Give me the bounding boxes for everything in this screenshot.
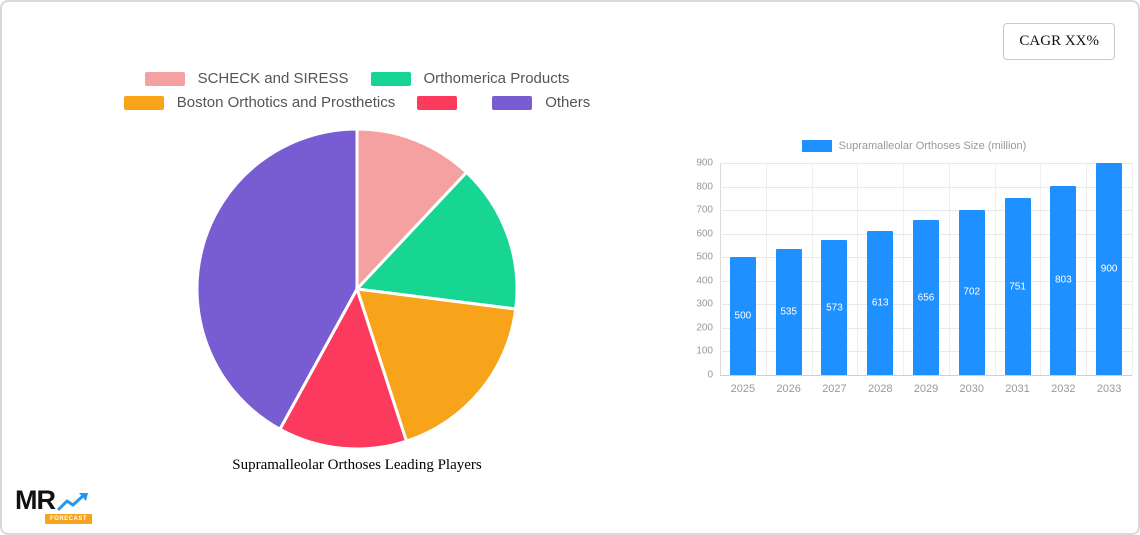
- x-axis-tick: 2025: [730, 383, 756, 395]
- pie-chart: [195, 127, 519, 451]
- legend-item-scheck-and-siress[interactable]: SCHECK and SIRESS: [144, 70, 349, 87]
- y-axis-tick: 100: [696, 345, 713, 357]
- gridline: [720, 186, 1132, 188]
- bar-value-label: 613: [871, 297, 889, 309]
- y-axis-tick: 0: [707, 369, 713, 381]
- pie-chart-title: Supramalleolar Orthoses Leading Players: [232, 457, 482, 473]
- bar-legend-swatch: [801, 140, 832, 152]
- x-axis-tick: 2026: [776, 383, 801, 395]
- bar-2029[interactable]: 656: [913, 220, 939, 375]
- pie-slice-unnamed[interactable]: [278, 287, 408, 451]
- x-axis-tick: 2027: [822, 383, 847, 395]
- vertical-gridline: [903, 163, 905, 375]
- pie-legend: SCHECK and SIRESS Orthomerica Products Bos…: [87, 70, 627, 111]
- y-axis-tick: 300: [696, 298, 713, 310]
- vertical-gridline: [994, 163, 996, 375]
- vertical-gridline: [948, 163, 950, 375]
- cagr-label: CAGR XX%: [1019, 33, 1099, 49]
- bar-2028[interactable]: 613: [867, 230, 894, 375]
- gridline: [720, 375, 1132, 376]
- gridline: [720, 163, 1132, 164]
- vertical-gridline: [1132, 163, 1133, 375]
- bar-2031[interactable]: 751: [1004, 198, 1031, 375]
- vertical-gridline: [720, 163, 721, 375]
- legend-swatch: [123, 95, 164, 110]
- logo-text: MR: [15, 485, 56, 515]
- gridline: [720, 210, 1132, 212]
- bar-value-label: 803: [1054, 274, 1072, 286]
- legend-label: Orthomerica Products: [423, 70, 570, 87]
- bar-value-label: 900: [1100, 263, 1118, 275]
- pie-legend-row: SCHECK and SIRESS Orthomerica Products: [144, 70, 570, 87]
- x-axis-tick: 2032: [1051, 383, 1076, 395]
- mr-forecast-logo: MR FORECAST: [15, 487, 103, 524]
- vertical-gridline: [857, 163, 859, 375]
- legend-swatch: [492, 95, 533, 110]
- cagr-badge[interactable]: CAGR XX%: [1003, 23, 1115, 60]
- trend-arrow-icon: [57, 493, 88, 511]
- logo-tagline: FORECAST: [45, 514, 92, 524]
- pie-slice-orthomerica-products[interactable]: [355, 170, 519, 311]
- y-axis-tick: 700: [696, 204, 713, 216]
- bar-2033[interactable]: 900: [1096, 163, 1123, 375]
- legend-item-boston-orthotics-and-prosthetics[interactable]: Boston Orthotics and Prosthetics: [123, 94, 396, 111]
- legend-swatch: [370, 71, 411, 86]
- pie-slice-others[interactable]: [195, 127, 359, 431]
- vertical-gridline: [1086, 163, 1088, 375]
- y-axis-tick: 600: [696, 228, 713, 240]
- bar-y-axis: 0 100 200 300 400 500 600 700 800 900: [690, 158, 716, 381]
- bar-legend-label: Supramalleolar Orthoses Size (million): [838, 140, 1027, 152]
- bar-legend-item[interactable]: Supramalleolar Orthoses Size (million): [690, 140, 1138, 152]
- pie-legend-row: Boston Orthotics and Prosthetics Others: [123, 94, 590, 111]
- bar-chart-section: Supramalleolar Orthoses Size (million) 0…: [690, 140, 1138, 423]
- legend-swatch: [417, 95, 458, 110]
- vertical-gridline: [811, 163, 813, 375]
- pie-slice-scheck-and-siress[interactable]: [355, 127, 469, 291]
- x-axis-tick: 2030: [959, 383, 984, 395]
- bar-plot: 500 2025 535 2026 573 2027 613 2028 656 2029 702 20…: [720, 163, 1133, 395]
- x-axis-tick: 2028: [867, 383, 893, 395]
- y-axis-tick: 800: [696, 181, 713, 193]
- vertical-gridline: [1040, 163, 1042, 375]
- bar-value-label: 573: [826, 302, 843, 314]
- bar-2025[interactable]: 500: [729, 257, 756, 375]
- bar-2032[interactable]: 803: [1050, 185, 1077, 375]
- x-axis-tick: 2031: [1005, 383, 1030, 395]
- legend-label: Others: [545, 94, 591, 111]
- bar-chart-plot-area: 0 100 200 300 400 500 600 700 800 900 500 2025 535 2…: [690, 158, 1138, 423]
- pie-chart-section: SCHECK and SIRESS Orthomerica Products Bos…: [87, 70, 627, 474]
- bar-2027[interactable]: 573: [821, 240, 848, 375]
- bar-value-label: 656: [917, 292, 935, 304]
- bar-value-label: 500: [734, 310, 752, 322]
- legend-label: SCHECK and SIRESS: [197, 70, 349, 87]
- bar-2030[interactable]: 702: [958, 209, 985, 375]
- legend-item-unnamed[interactable]: [417, 95, 470, 110]
- x-axis-tick: 2029: [913, 383, 939, 395]
- legend-label: Boston Orthotics and Prosthetics: [176, 94, 396, 111]
- legend-item-orthomerica-products[interactable]: Orthomerica Products: [370, 70, 570, 87]
- bar-value-label: 702: [963, 286, 981, 298]
- y-axis-tick: 900: [696, 157, 713, 169]
- legend-item-others[interactable]: Others: [492, 94, 590, 111]
- y-axis-tick: 200: [696, 322, 713, 334]
- vertical-gridline: [765, 163, 767, 375]
- pie-slice-boston-orthotics-and-prosthetics[interactable]: [355, 287, 518, 443]
- bar-2026[interactable]: 535: [775, 248, 802, 375]
- bar-value-label: 535: [780, 306, 797, 318]
- y-axis-tick: 500: [696, 251, 713, 263]
- x-axis-tick: 2033: [1096, 383, 1122, 395]
- y-axis-tick: 400: [696, 275, 713, 287]
- bar-value-label: 751: [1009, 281, 1026, 293]
- legend-swatch: [144, 71, 185, 86]
